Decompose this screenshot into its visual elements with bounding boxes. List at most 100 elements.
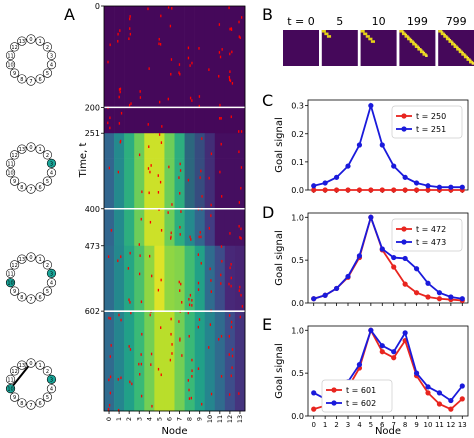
event-marker: [198, 318, 201, 321]
snapshot-cell: [414, 45, 419, 48]
event-marker: [147, 7, 149, 11]
heatmap-cell: [164, 311, 175, 412]
ring-node-12: [9, 366, 20, 376]
event-marker: [108, 403, 111, 407]
heatmap-cell: [234, 245, 246, 312]
event-marker: [181, 354, 183, 357]
ring-node-5: [42, 68, 53, 78]
heatmap-cell: [154, 311, 165, 412]
snapshot-cell: [422, 53, 427, 56]
ring-node-label: 11: [7, 161, 13, 167]
event-marker: [191, 375, 193, 378]
heatmap-cell: [184, 133, 195, 159]
heatmap-cell: [114, 158, 125, 247]
event-marker: [169, 358, 172, 362]
event-marker: [238, 392, 240, 395]
heatmap-cell: [124, 133, 135, 159]
event-marker: [199, 231, 201, 234]
series-point: [425, 384, 431, 390]
ring-node-6: [35, 182, 45, 192]
event-marker: [208, 346, 210, 349]
ring-node-label: 1: [39, 257, 42, 263]
series-point: [425, 280, 431, 286]
ring-node-label: 13: [19, 363, 25, 369]
heatmap-cell: [134, 158, 145, 247]
ring-node-label: 13: [19, 257, 25, 263]
ring-node-13: [17, 36, 27, 46]
event-marker: [240, 166, 243, 169]
ring-node-label: 10: [7, 171, 13, 177]
heatmap-cell: [104, 158, 115, 247]
event-marker: [220, 375, 223, 378]
line-chart-panel-d: 0.0 0.5 1.0 Goal signal t = 472 t = 473: [274, 212, 469, 308]
ring-node-8: [17, 292, 27, 302]
ring-node-label: 9: [13, 71, 16, 77]
event-marker: [239, 236, 241, 239]
x-tick-label: 8: [403, 421, 407, 429]
ring-node-0: [26, 34, 36, 44]
event-marker: [238, 35, 240, 38]
snapshot-cell: [461, 53, 466, 56]
ring-node-8: [17, 74, 27, 84]
heatmap-cell: [144, 133, 155, 159]
ring-node-label: 4: [50, 281, 53, 287]
event-marker: [160, 278, 162, 282]
heatmap-cell: [234, 158, 246, 247]
y-tick-label: 251: [85, 129, 100, 138]
series-point: [333, 174, 340, 180]
series-point: [459, 296, 465, 302]
ring-node-1: [35, 144, 45, 154]
event-marker: [241, 16, 243, 19]
event-marker: [129, 348, 132, 351]
snapshot-cell: [370, 40, 375, 43]
heatmap-cell: [204, 133, 216, 159]
series-point: [459, 184, 465, 190]
event-marker: [180, 210, 182, 213]
event-marker: [228, 78, 231, 82]
ring-node-8: [17, 182, 27, 192]
snapshot-cell: [456, 48, 461, 51]
event-marker: [150, 352, 153, 356]
x-tick-label: 4: [357, 421, 362, 429]
heatmap-cell: [174, 245, 185, 312]
series-point: [391, 163, 397, 169]
ring-node-6: [35, 398, 45, 408]
ring-node-label: 3: [50, 271, 53, 277]
event-marker: [129, 301, 131, 304]
event-marker: [170, 231, 172, 235]
event-marker: [189, 96, 192, 100]
x-tick-label: 0: [311, 421, 315, 429]
event-marker: [179, 72, 181, 76]
snapshot-cell: [451, 42, 456, 46]
legend-box: [391, 105, 463, 139]
snapshot-cell: [412, 42, 417, 46]
series-point: [448, 406, 454, 412]
ring-node-0: [26, 358, 36, 368]
ring-node-label: 9: [13, 179, 16, 185]
event-marker: [191, 304, 193, 307]
x-tick-label: 12: [226, 415, 234, 423]
ring-node-label: 0: [29, 37, 32, 43]
series-point: [391, 355, 397, 361]
event-marker: [198, 235, 200, 239]
event-marker: [238, 130, 240, 133]
event-marker: [160, 373, 162, 377]
series-point: [356, 142, 363, 148]
heatmap-cell: [164, 133, 175, 159]
panel-letter-b: B: [262, 5, 273, 24]
y-tick-label: 0.3: [291, 102, 304, 111]
event-marker: [150, 363, 152, 366]
ring-node-13: [17, 254, 27, 264]
heatmap-cell: [194, 158, 206, 247]
event-marker: [139, 372, 141, 376]
heatmap-cell: [174, 311, 185, 412]
event-marker: [241, 305, 244, 308]
event-marker: [158, 37, 160, 41]
event-marker: [108, 378, 110, 382]
heatmap-cell: [224, 6, 236, 134]
event-marker: [179, 289, 181, 292]
event-marker: [148, 191, 150, 195]
event-marker: [239, 315, 241, 319]
ring-node-3: [46, 268, 57, 278]
panel-letter-c: C: [262, 91, 273, 110]
